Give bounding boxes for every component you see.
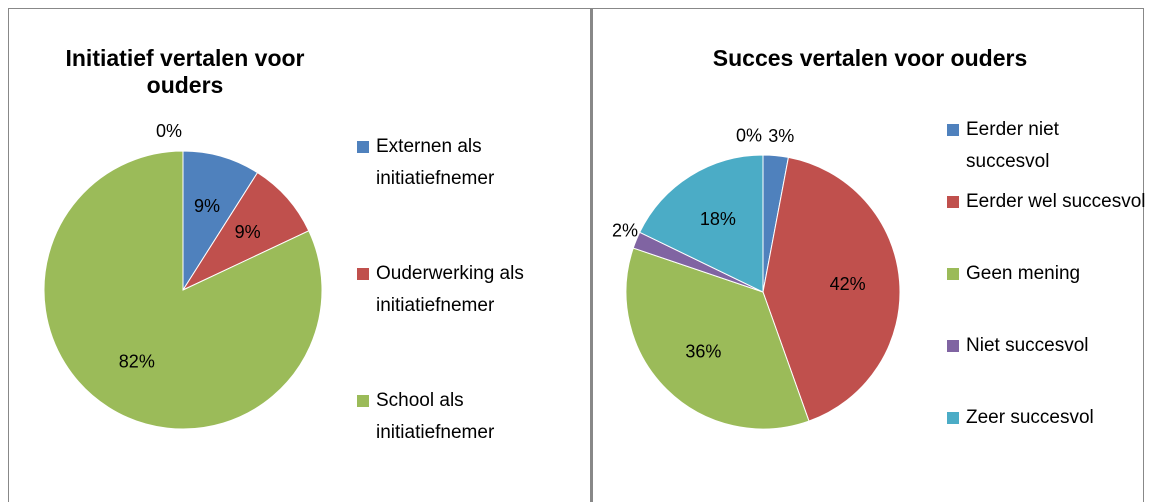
data-label: 2% [612,221,638,241]
data-label: 18% [700,209,736,229]
chart-panel [590,8,1144,502]
data-label: 82% [119,352,155,372]
pie-slice [639,154,764,293]
legend-swatch [357,268,369,280]
legend-entry: Externen als initiatiefnemer [357,131,557,195]
legend-swatch [947,412,959,424]
legend-swatch [947,124,959,136]
pie-slice [182,150,259,292]
data-label: 0% [736,125,762,145]
legend-entry: Niet succesvol [947,330,1147,362]
chart-title: Initiatief vertalen voor ouders [65,45,305,98]
legend-entry: Zeer succesvol [947,402,1147,434]
legend-entry: Eerder wel succesvol [947,186,1147,218]
data-label: 3% [768,126,794,146]
data-label: 42% [830,274,866,294]
pie-slice [181,171,310,292]
legend-swatch [947,268,959,280]
data-label: 9% [235,222,261,242]
legend-entry: School als initiatiefnemer [357,385,557,449]
legend-swatch [357,141,369,153]
pie-slice [43,150,323,430]
legend-entry: Eerder niet succesvol [947,114,1147,178]
pie-slice [625,247,810,430]
legend-swatch [357,395,369,407]
legend-entry: Geen mening [947,258,1147,290]
legend-swatch [947,340,959,352]
legend-swatch [947,196,959,208]
legend-entry: Ouderwerking als initiatiefnemer [357,258,557,322]
data-label: 0% [156,121,182,141]
chart-title: Succes vertalen voor ouders [712,45,1028,71]
data-label: 9% [194,196,220,216]
data-label: 36% [685,341,721,361]
pie-slice [762,156,901,422]
